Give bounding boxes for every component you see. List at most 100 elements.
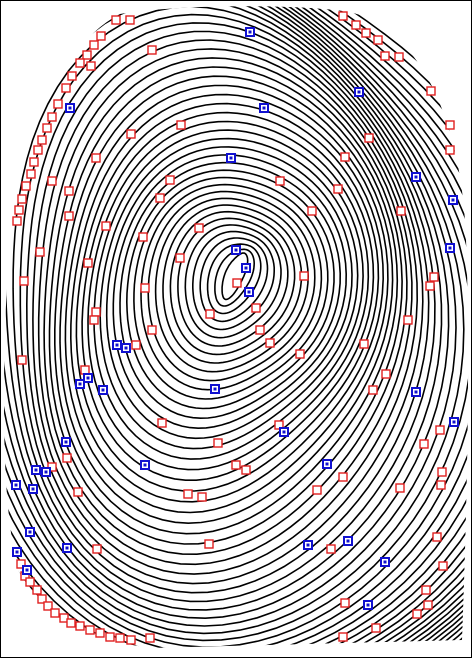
ridge-ending-marker	[364, 133, 374, 143]
bifurcation-dot	[28, 530, 32, 534]
bifurcation-dot	[234, 248, 238, 252]
ridge-ending-marker	[371, 623, 381, 633]
ridge-ending-marker	[35, 247, 45, 257]
bifurcation-dot	[282, 430, 286, 434]
ridge-ending-marker	[126, 635, 136, 645]
ridge-ending-marker	[251, 303, 261, 313]
ridge-ending-marker	[396, 206, 406, 216]
ridge-ending-marker	[73, 487, 83, 497]
ridge-ending-marker	[62, 453, 72, 463]
ridge-ending-marker	[126, 129, 136, 139]
ridge-ending-marker	[333, 184, 343, 194]
ridge-ending-marker	[147, 325, 157, 335]
ridge-ending-marker	[111, 15, 121, 25]
bifurcation-dot	[15, 550, 19, 554]
ridge-ending-marker	[96, 31, 106, 41]
ridge-ending-marker	[232, 278, 242, 288]
minutiae	[11, 11, 459, 645]
ridge-ending-marker	[85, 625, 95, 635]
ridge	[4, 6, 469, 642]
ridge-ending-marker	[105, 632, 115, 642]
ridge-ending-marker	[176, 120, 186, 130]
ridge-ending-marker	[64, 211, 74, 221]
ridge-ending-marker	[380, 51, 390, 61]
ridge-ending-marker	[438, 561, 448, 571]
ridge-ending-marker	[429, 272, 439, 282]
ridge-ending-marker	[194, 223, 204, 233]
ridge-ending-marker	[125, 15, 135, 25]
ridge-ending-marker	[21, 181, 31, 191]
ridge-ending-marker	[437, 467, 447, 477]
ridge-ending-marker	[197, 492, 207, 502]
ridge-ending-marker	[394, 52, 404, 62]
ridge-ending-marker	[361, 28, 371, 38]
bifurcation-dot	[213, 387, 217, 391]
ridge-ending-marker	[64, 186, 74, 196]
ridge-ending-marker	[426, 86, 436, 96]
bifurcation-dot	[451, 198, 455, 202]
ridge-ending-marker	[86, 61, 96, 71]
ridge	[133, 176, 329, 400]
ridge-ending-marker	[91, 153, 101, 163]
ridge	[112, 154, 348, 430]
ridge-ending-marker	[33, 145, 43, 155]
ridge-ending-marker	[17, 194, 27, 204]
ridge-ending-marker	[101, 221, 111, 231]
ridge-ending-marker	[231, 460, 241, 470]
ridge	[25, 22, 424, 585]
ridge-ending-marker	[412, 609, 422, 619]
ridge-ending-marker	[299, 271, 309, 281]
ridge-ending-marker	[91, 307, 101, 317]
ridge-ending-marker	[419, 439, 429, 449]
ridge-ending-marker	[275, 176, 285, 186]
ridge	[64, 84, 389, 514]
ridge-ending-marker	[37, 594, 47, 604]
ridge-ending-marker	[326, 544, 336, 554]
ridge-ending-marker	[37, 135, 47, 145]
ridge-ending-marker	[19, 276, 29, 286]
ridge-ending-marker	[17, 355, 27, 365]
ridge	[54, 66, 399, 535]
bifurcation-dot	[44, 470, 48, 474]
ridge-ending-marker	[445, 120, 455, 130]
bifurcation-dot	[78, 382, 82, 386]
ridge-ending-marker	[265, 338, 275, 348]
ridge-ending-marker	[82, 50, 92, 60]
bifurcation-dot	[248, 30, 252, 34]
bifurcation-dot	[14, 483, 18, 487]
ridge-ending-marker	[421, 585, 431, 595]
ridge-ending-marker	[16, 559, 26, 569]
ridge-ending-marker	[205, 309, 215, 319]
ridge-ending-marker	[155, 193, 165, 203]
bifurcation-dot	[306, 543, 310, 547]
bifurcation-dot	[357, 90, 361, 94]
ridge	[192, 230, 275, 331]
ridge-ending-marker	[312, 485, 322, 495]
ridge-ending-marker	[338, 11, 348, 21]
ridge-ending-marker	[75, 621, 85, 631]
bifurcation-dot	[346, 539, 350, 543]
ridge-ending-marker	[403, 315, 413, 325]
ridge	[162, 204, 303, 364]
ridge	[184, 224, 282, 339]
ridge	[75, 102, 380, 492]
bifurcation-dot	[229, 156, 233, 160]
ridge-ending-marker	[432, 532, 442, 542]
ridge	[59, 75, 394, 525]
ridge	[154, 197, 310, 373]
bifurcation-dot	[452, 420, 456, 424]
ridge-ending-marker	[43, 601, 53, 611]
ridge-ending-marker	[423, 600, 433, 610]
ridge-ending-marker	[61, 83, 71, 93]
ridge-ending-marker	[436, 480, 446, 490]
ridge-ending-marker	[32, 585, 42, 595]
ridge-ending-marker	[338, 472, 348, 482]
bifurcation-dot	[143, 463, 147, 467]
ridge	[4, 6, 465, 635]
ridge	[125, 169, 335, 410]
ridge	[199, 237, 269, 323]
bifurcation-dot	[115, 343, 119, 347]
